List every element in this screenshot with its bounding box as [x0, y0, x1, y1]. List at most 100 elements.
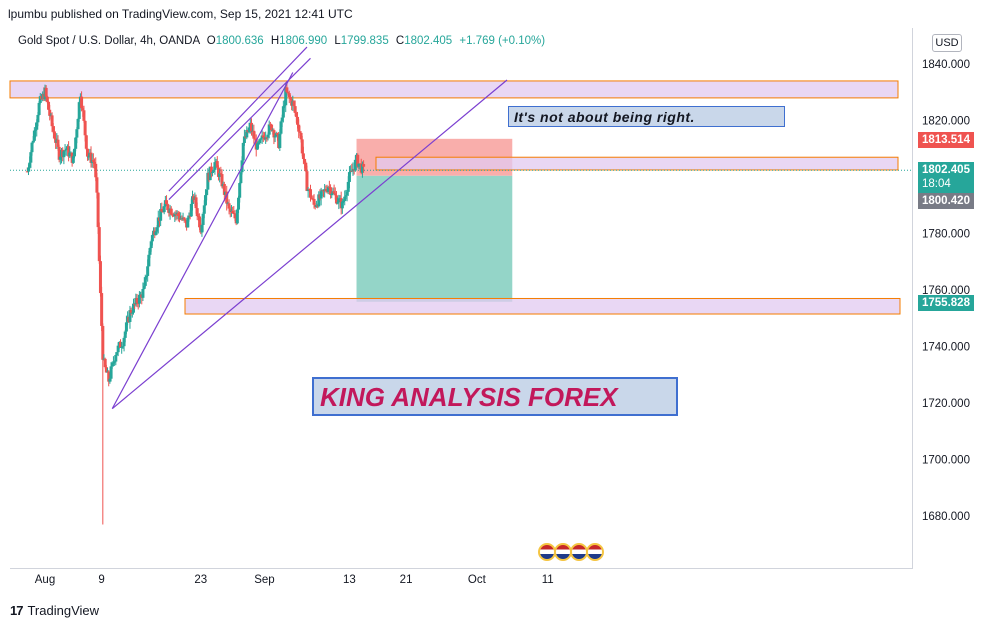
candle-body: [30, 142, 34, 153]
close-value: 1802.405: [404, 35, 453, 47]
candle-body: [31, 140, 35, 143]
footer-brand[interactable]: 17 TradingView: [10, 603, 99, 618]
candle-body: [275, 133, 279, 135]
candle-body: [292, 101, 296, 107]
candle-body: [100, 293, 104, 326]
candle-body: [74, 137, 78, 149]
publish-info: lpumbu published on TradingView.com, Sep…: [8, 7, 353, 21]
candle-body: [133, 303, 137, 305]
close-label: C: [395, 35, 405, 47]
note-large[interactable]: KING ANALYSIS FOREX: [312, 377, 678, 416]
candle-body: [222, 184, 226, 195]
economic-events[interactable]: [538, 543, 604, 561]
candle-body: [258, 139, 262, 144]
candle-body: [261, 135, 265, 138]
x-tick-label: 11: [542, 574, 554, 586]
candle-body: [356, 154, 360, 167]
candle-body: [98, 261, 102, 294]
us-flag-icon[interactable]: [586, 543, 604, 561]
candle-body: [91, 160, 95, 162]
candle-body: [266, 134, 270, 138]
candle-body: [44, 87, 48, 97]
candle-body: [116, 345, 120, 353]
candle-body: [296, 116, 300, 125]
y-tick-label: 1820.000: [922, 116, 970, 128]
candle-body: [357, 163, 361, 167]
candle-body: [332, 191, 336, 194]
candle-body: [330, 193, 334, 195]
currency-button[interactable]: USD: [932, 34, 962, 52]
candle-body: [166, 204, 170, 211]
candle-body: [273, 136, 277, 138]
x-tick-label: Sep: [254, 574, 274, 586]
ohlc-legend: Gold Spot / U.S. Dollar, 4h, OANDA O1800…: [18, 35, 545, 47]
candle-body: [281, 106, 285, 118]
trendline: [111, 79, 508, 410]
candle-body: [218, 173, 222, 177]
candle-body: [202, 205, 206, 214]
candle-body: [165, 200, 169, 205]
candle-body: [209, 166, 213, 174]
candle-body: [346, 181, 350, 192]
candle-body: [216, 167, 220, 177]
candle-body: [206, 172, 210, 190]
candle-body: [121, 346, 125, 348]
candle-body: [191, 196, 194, 204]
candle-body: [110, 362, 114, 367]
candle-body: [345, 191, 349, 196]
candle-body: [57, 146, 61, 160]
candle-body: [103, 358, 107, 368]
candle-body: [317, 194, 321, 207]
trendline: [168, 57, 311, 201]
candle-body: [362, 164, 366, 167]
candle-body: [87, 156, 91, 158]
candle-body: [285, 87, 289, 93]
candle-body: [255, 143, 259, 150]
candle-body: [85, 148, 89, 157]
candle-body: [173, 213, 177, 217]
candle-body: [189, 203, 193, 217]
candle-body: [48, 109, 52, 116]
open-label: O: [206, 35, 216, 47]
candle-body: [208, 166, 212, 181]
candle-body: [297, 124, 301, 132]
candle-body: [342, 201, 346, 203]
candle-body: [132, 303, 135, 313]
candle-body: [63, 150, 67, 152]
current-price-tag: 1802.405 18:04: [918, 162, 974, 193]
candle-body: [205, 189, 209, 196]
candle-body: [123, 331, 127, 338]
candle-body: [37, 102, 41, 115]
candle-body: [283, 105, 287, 107]
candle-body: [265, 137, 269, 139]
candle-body: [235, 209, 239, 224]
candle-body: [182, 217, 186, 220]
candle-body: [146, 266, 150, 276]
candle-body: [62, 151, 66, 158]
candle-body: [83, 120, 87, 136]
candle-body: [187, 215, 191, 218]
note-small[interactable]: It's not about being right.: [508, 106, 785, 127]
candle-body: [77, 102, 81, 119]
candle-body: [344, 195, 348, 197]
x-tick-label: 9: [98, 574, 104, 586]
candle-body: [73, 148, 76, 157]
sr-zone: [184, 297, 901, 315]
candle-body: [115, 352, 119, 355]
candle-body: [336, 202, 340, 204]
candle-body: [52, 131, 56, 139]
candle-body: [288, 96, 292, 99]
candle-body: [279, 121, 283, 134]
risk-zone: [356, 175, 513, 302]
chart-frame[interactable]: [10, 28, 913, 569]
candle-body: [267, 124, 271, 135]
candle-body: [333, 193, 337, 196]
candle-body: [334, 195, 338, 204]
candle-body: [310, 197, 314, 199]
low-label: L: [334, 35, 341, 47]
y-tick-label: 1740.000: [922, 342, 970, 354]
candle-body: [26, 167, 30, 172]
candle-body: [227, 203, 231, 209]
candle-body: [194, 197, 198, 209]
